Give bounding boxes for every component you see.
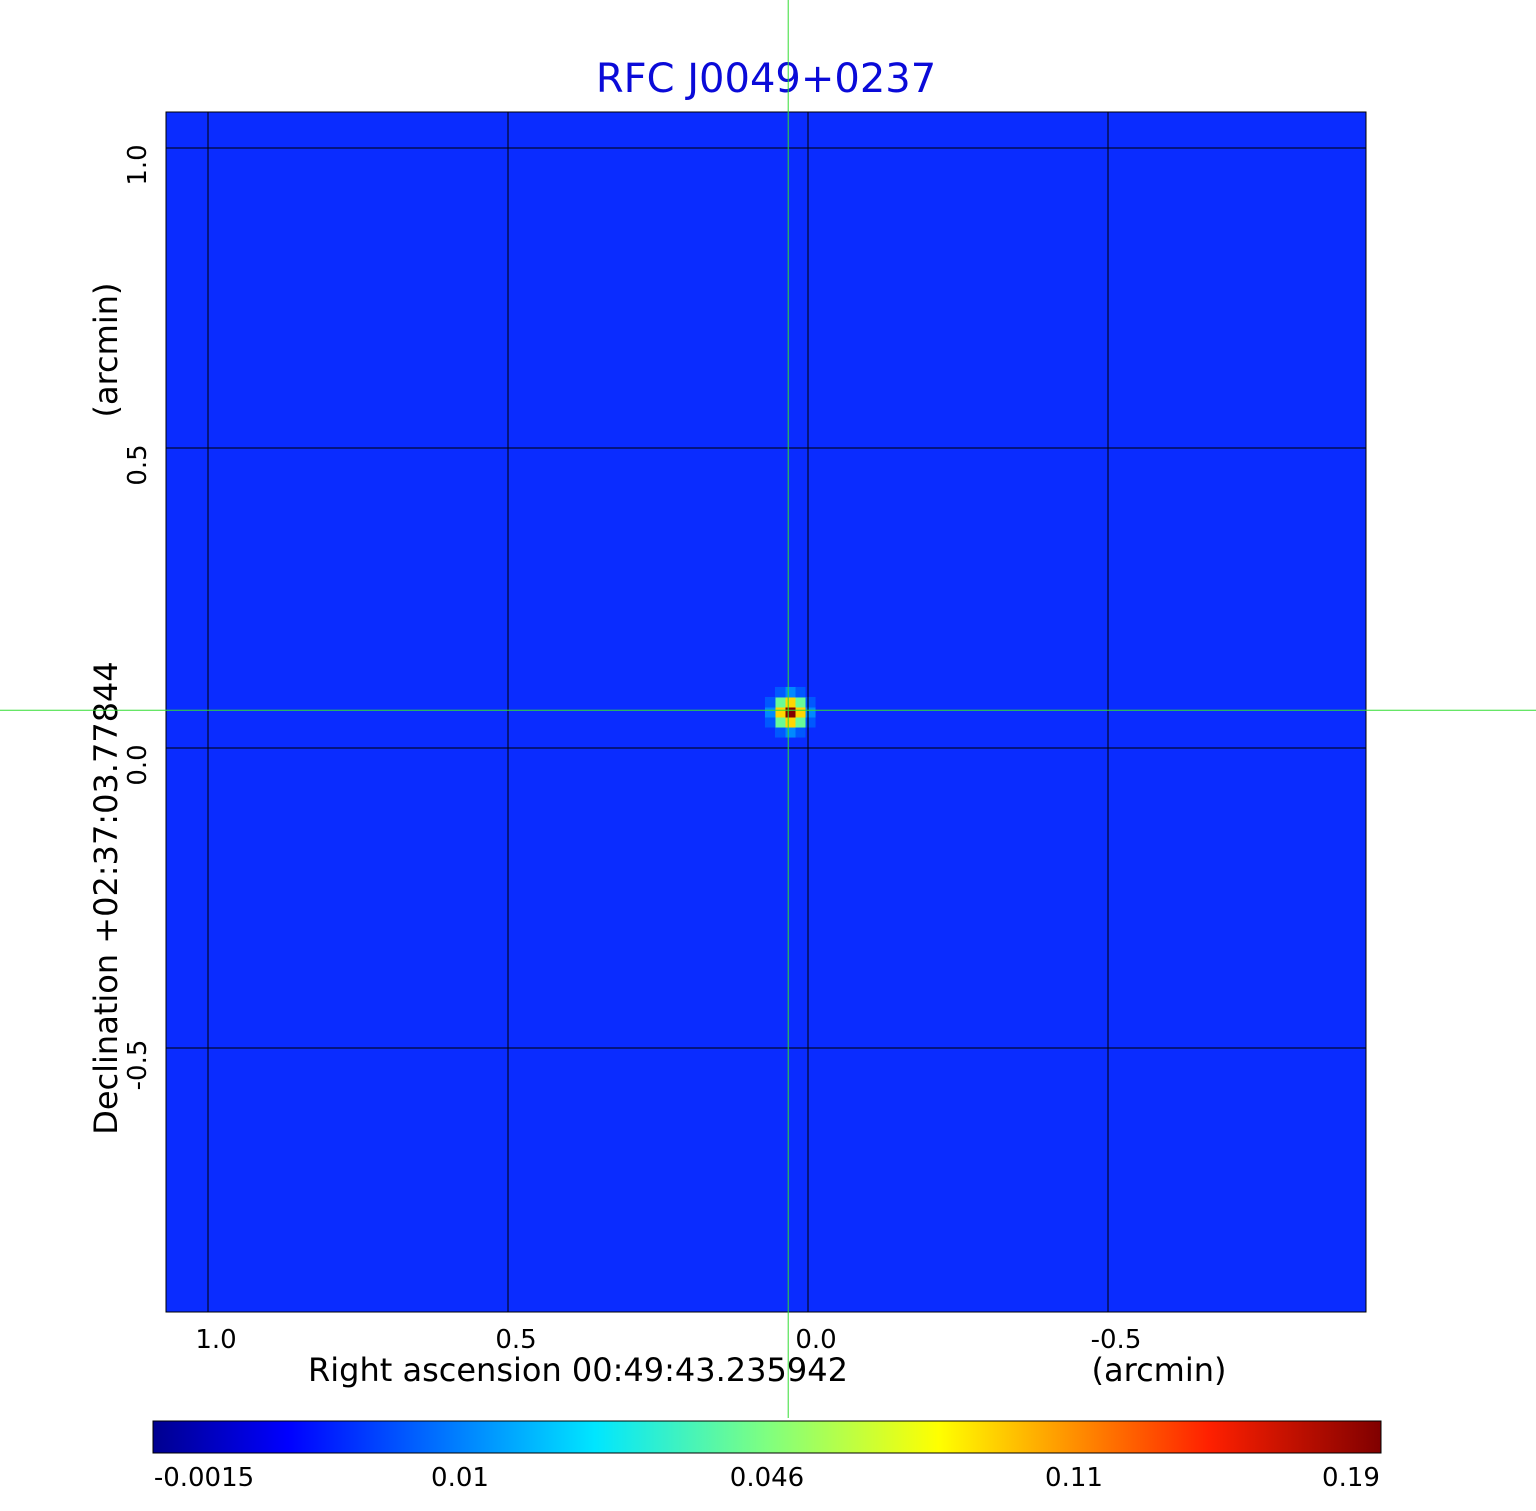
image-pixel [784, 696, 796, 708]
coordinate-grid [166, 112, 1366, 1312]
image-pixel [774, 727, 786, 738]
image-pixel [795, 706, 806, 718]
image-pixel [795, 696, 806, 708]
plot-frame [165, 111, 1367, 1313]
colorbar-tick-label: -0.0015 [154, 1463, 254, 1493]
image-pixels [764, 686, 816, 738]
x-tick-label: 0.0 [795, 1325, 836, 1355]
image-pixel [784, 686, 796, 698]
image-pixel [764, 717, 776, 728]
x-tick-labels: 1.0 0.5 0.0 -0.5 [195, 1325, 1141, 1355]
y-tick-labels: 1.0 0.5 0.0 -0.5 [123, 144, 153, 1090]
x-tick-label: 0.5 [495, 1325, 536, 1355]
colorbar-tick-labels: -0.0015 0.01 0.046 0.11 0.19 [154, 1463, 1380, 1493]
image-pixel [774, 706, 786, 718]
y-tick-label: 0.0 [123, 744, 153, 785]
image-pixel [795, 686, 806, 698]
image-pixel [764, 706, 776, 718]
image-pixel [795, 727, 806, 738]
image-pixel [784, 706, 796, 718]
chart-title: RFC J0049+0237 [596, 56, 936, 102]
colorbar: -0.0015 0.01 0.046 0.11 0.19 [152, 1420, 1382, 1493]
image-pixel [795, 717, 806, 728]
image-pixel [764, 696, 776, 708]
image-pixel [774, 696, 786, 708]
image-pixel [784, 727, 796, 738]
y-axis-label: Declination +02:37:03.77844 [87, 661, 125, 1135]
colorbar-tick-label: 0.19 [1322, 1463, 1380, 1493]
plot-area [165, 111, 1367, 1313]
colorbar-tick-label: 0.01 [431, 1463, 489, 1493]
image-pixel [774, 686, 786, 698]
x-tick-label: -0.5 [1091, 1325, 1142, 1355]
image-pixel [805, 696, 816, 708]
colorbar-gradient [152, 1420, 1382, 1454]
crosshair [0, 0, 1536, 1418]
image-pixel [784, 717, 796, 728]
x-tick-label: 1.0 [195, 1325, 236, 1355]
colorbar-tick-label: 0.046 [730, 1463, 804, 1493]
y-tick-label: 0.5 [123, 444, 153, 485]
y-tick-label: -0.5 [123, 1040, 153, 1091]
image-pixel [774, 717, 786, 728]
x-axis-unit: (arcmin) [1092, 1351, 1227, 1389]
x-axis-label: Right ascension 00:49:43.235942 [308, 1351, 848, 1389]
image-pixel [805, 717, 816, 728]
y-tick-label: 1.0 [123, 144, 153, 185]
y-axis-unit: (arcmin) [87, 283, 125, 418]
colorbar-tick-label: 0.11 [1045, 1463, 1103, 1493]
image-pixel [805, 706, 816, 718]
